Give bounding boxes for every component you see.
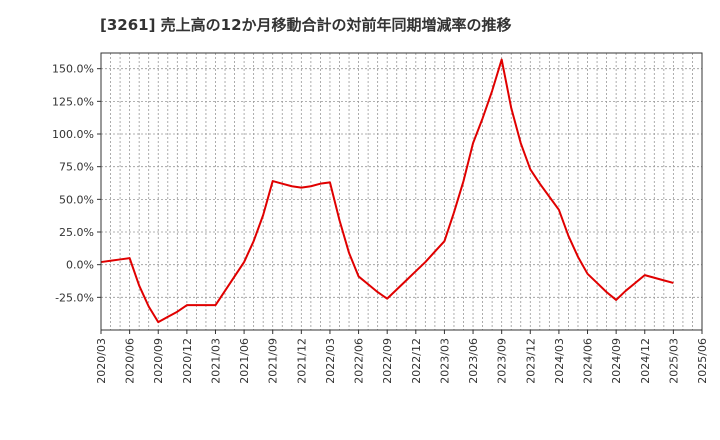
data-point bbox=[129, 257, 131, 259]
x-tick-label: 2023/12 bbox=[524, 338, 537, 384]
data-point bbox=[434, 251, 436, 253]
data-point bbox=[214, 304, 216, 306]
y-tick-label: 150.0% bbox=[52, 63, 94, 76]
data-point bbox=[596, 282, 598, 284]
x-tick-label: 2024/03 bbox=[553, 338, 566, 384]
x-tick-label: 2020/06 bbox=[124, 338, 137, 384]
x-tick-label: 2023/03 bbox=[438, 338, 451, 384]
data-point bbox=[367, 283, 369, 285]
data-point bbox=[195, 304, 197, 306]
data-point bbox=[205, 304, 207, 306]
data-point bbox=[491, 90, 493, 92]
data-point bbox=[300, 187, 302, 189]
data-point bbox=[453, 211, 455, 213]
data-point bbox=[110, 260, 112, 262]
data-point bbox=[138, 285, 140, 287]
data-point bbox=[281, 183, 283, 185]
data-point bbox=[567, 235, 569, 237]
y-tick-label: -25.0% bbox=[55, 291, 94, 304]
data-point bbox=[539, 183, 541, 185]
data-point bbox=[224, 290, 226, 292]
x-axis-ticks: 2020/03 2020/06 2020/09 2020/12 2021/03 2021/… bbox=[95, 330, 709, 384]
data-point bbox=[472, 142, 474, 144]
data-point bbox=[520, 142, 522, 144]
y-axis-ticks: 150.0% 125.0% 100.0% 75.0% 50.0% 25.0% 0.0% -25… bbox=[52, 63, 101, 304]
data-point bbox=[415, 270, 417, 272]
data-point bbox=[319, 183, 321, 185]
x-tick-label: 2023/09 bbox=[496, 338, 509, 384]
data-point bbox=[501, 59, 503, 61]
y-tick-label: 75.0% bbox=[59, 161, 94, 174]
data-point bbox=[176, 311, 178, 313]
data-point bbox=[577, 256, 579, 258]
data-point bbox=[262, 214, 264, 216]
data-point bbox=[358, 275, 360, 277]
x-tick-label: 2021/03 bbox=[209, 338, 222, 384]
x-tick-label: 2021/12 bbox=[295, 338, 308, 384]
data-point bbox=[253, 240, 255, 242]
data-point bbox=[548, 196, 550, 198]
x-tick-label: 2023/06 bbox=[467, 338, 480, 384]
data-point bbox=[625, 290, 627, 292]
series-line bbox=[100, 58, 674, 324]
x-tick-label: 2020/12 bbox=[181, 338, 194, 384]
data-point bbox=[482, 117, 484, 119]
x-tick-label: 2020/03 bbox=[95, 338, 108, 384]
data-point bbox=[443, 240, 445, 242]
y-tick-label: 0.0% bbox=[66, 259, 94, 272]
x-tick-label: 2024/09 bbox=[610, 338, 623, 384]
data-point bbox=[463, 180, 465, 182]
data-point bbox=[243, 261, 245, 263]
data-point bbox=[186, 304, 188, 306]
data-point bbox=[672, 282, 674, 284]
plot-frame bbox=[100, 52, 703, 331]
x-tick-label: 2024/06 bbox=[582, 338, 595, 384]
data-point bbox=[510, 107, 512, 109]
x-tick-label: 2025/03 bbox=[667, 338, 680, 384]
data-point bbox=[157, 321, 159, 323]
data-point bbox=[615, 299, 617, 301]
data-point bbox=[167, 316, 169, 318]
x-tick-label: 2022/12 bbox=[410, 338, 423, 384]
data-point bbox=[634, 282, 636, 284]
data-point bbox=[234, 275, 236, 277]
data-point bbox=[338, 219, 340, 221]
series-layer bbox=[100, 58, 674, 324]
grid-lines bbox=[100, 53, 703, 330]
data-point bbox=[606, 291, 608, 293]
data-point bbox=[291, 185, 293, 187]
x-tick-label: 2021/09 bbox=[267, 338, 280, 384]
data-point bbox=[644, 274, 646, 276]
y-tick-label: 100.0% bbox=[52, 128, 94, 141]
data-point bbox=[653, 277, 655, 279]
x-tick-label: 2022/09 bbox=[381, 338, 394, 384]
plot-area bbox=[101, 53, 702, 330]
x-tick-label: 2025/06 bbox=[696, 338, 709, 384]
data-point bbox=[148, 305, 150, 307]
y-tick-label: 125.0% bbox=[52, 95, 94, 108]
data-point bbox=[348, 252, 350, 254]
y-tick-label: 50.0% bbox=[59, 193, 94, 206]
data-point bbox=[119, 258, 121, 260]
data-point bbox=[386, 298, 388, 300]
x-tick-label: 2022/03 bbox=[324, 338, 337, 384]
data-point bbox=[558, 209, 560, 211]
data-point bbox=[405, 279, 407, 281]
x-tick-label: 2024/12 bbox=[639, 338, 652, 384]
x-tick-label: 2020/09 bbox=[152, 338, 165, 384]
data-point bbox=[272, 180, 274, 182]
data-point bbox=[377, 291, 379, 293]
chart-title: [3261] 売上高の12か月移動合計の対前年同期増減率の推移 bbox=[100, 16, 512, 34]
data-point bbox=[396, 288, 398, 290]
data-point bbox=[587, 273, 589, 275]
data-point bbox=[424, 261, 426, 263]
data-point bbox=[663, 279, 665, 281]
data-point bbox=[310, 185, 312, 187]
x-tick-label: 2022/06 bbox=[353, 338, 366, 384]
x-tick-label: 2021/06 bbox=[238, 338, 251, 384]
y-tick-label: 25.0% bbox=[59, 226, 94, 239]
data-point bbox=[329, 181, 331, 183]
data-point bbox=[529, 168, 531, 170]
